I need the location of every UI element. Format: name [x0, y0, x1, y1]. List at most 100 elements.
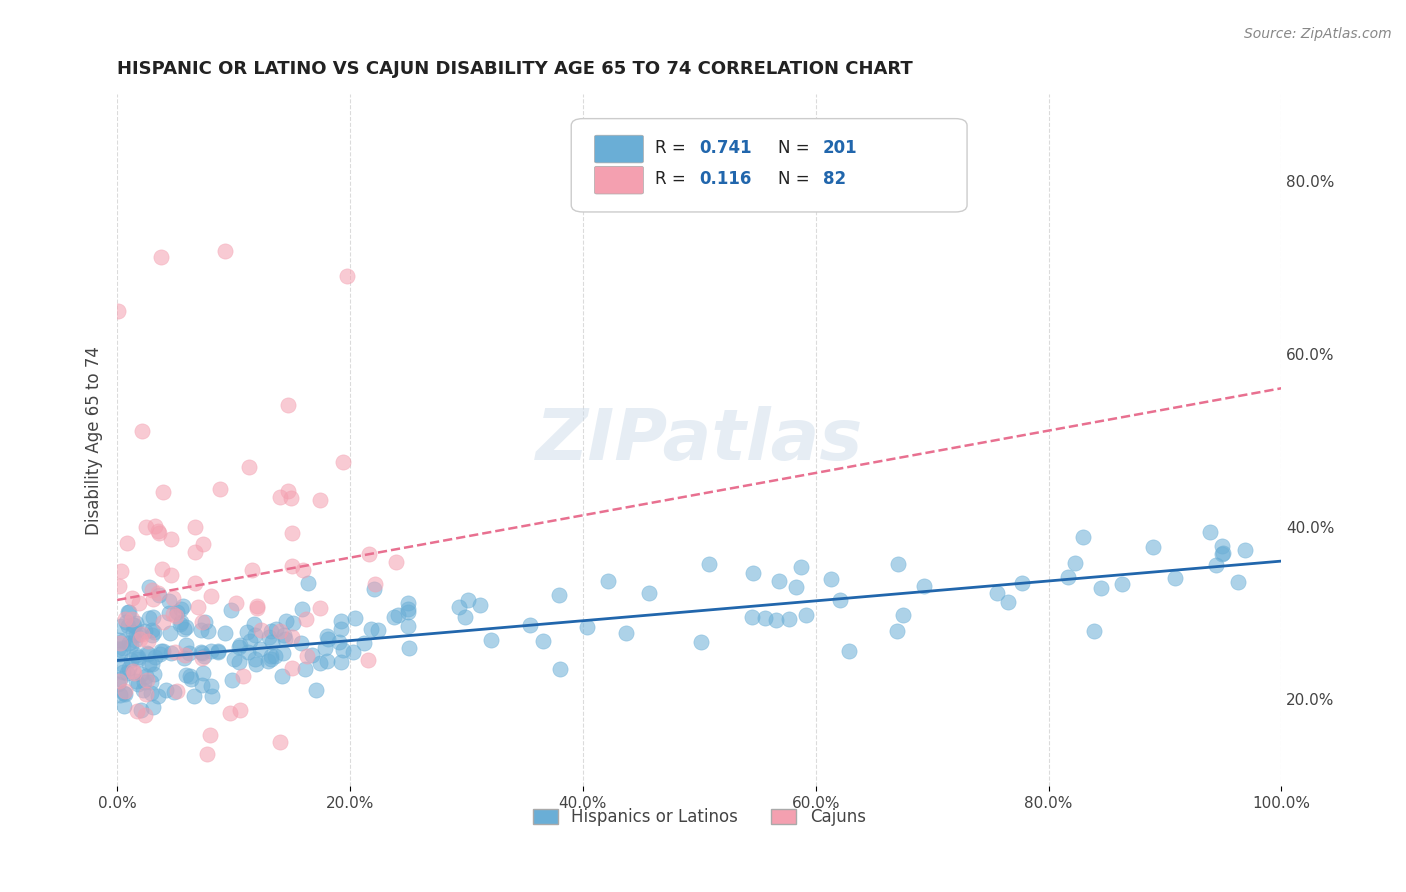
Point: [228, 655, 250, 669]
Point: [108, 688, 131, 702]
Point: [174, 648, 197, 662]
Point: [149, 644, 172, 658]
Point: [152, 484, 174, 499]
Point: [281, 630, 304, 644]
Point: [191, 678, 214, 692]
Point: [135, 669, 157, 683]
Point: [1073, 530, 1095, 544]
Point: [598, 574, 620, 588]
Point: [353, 636, 375, 650]
Point: [132, 682, 155, 697]
Point: [269, 624, 291, 638]
Point: [135, 673, 157, 687]
Point: [131, 627, 153, 641]
Point: [295, 649, 318, 664]
Point: [122, 617, 145, 632]
Point: [1142, 540, 1164, 554]
Point: [155, 682, 177, 697]
Point: [779, 612, 801, 626]
Point: [741, 610, 763, 624]
Point: [170, 602, 193, 616]
Point: [107, 676, 129, 690]
Point: [828, 593, 851, 607]
Point: [257, 655, 280, 669]
Text: R =: R =: [655, 139, 692, 157]
Point: [240, 563, 263, 577]
Point: [180, 672, 202, 686]
Point: [1083, 624, 1105, 639]
Point: [108, 673, 131, 688]
Point: [222, 652, 245, 666]
Point: [260, 649, 283, 664]
Point: [193, 649, 215, 664]
Point: [121, 612, 143, 626]
Point: [887, 557, 910, 571]
Point: [790, 560, 813, 574]
Point: [765, 613, 787, 627]
Point: [280, 491, 302, 506]
Point: [912, 579, 935, 593]
Point: [262, 635, 284, 649]
Point: [243, 617, 266, 632]
Text: ZIPatlas: ZIPatlas: [536, 406, 863, 475]
Point: [120, 638, 142, 652]
Point: [754, 610, 776, 624]
Point: [838, 644, 860, 658]
Point: [148, 689, 170, 703]
Point: [141, 624, 163, 638]
Point: [768, 574, 790, 589]
Point: [316, 629, 339, 643]
Point: [142, 610, 165, 624]
Point: [1011, 576, 1033, 591]
Point: [1063, 556, 1085, 570]
Point: [127, 676, 149, 690]
Point: [115, 536, 138, 550]
Point: [169, 616, 191, 631]
Point: [162, 607, 184, 621]
Point: [136, 647, 159, 661]
Point: [141, 582, 163, 597]
Point: [191, 615, 214, 630]
Point: [249, 642, 271, 657]
Point: [194, 615, 217, 629]
Point: [398, 641, 420, 656]
Point: [115, 665, 138, 680]
Point: [110, 618, 132, 632]
Point: [259, 624, 281, 638]
Point: [330, 615, 353, 629]
Point: [328, 635, 350, 649]
FancyBboxPatch shape: [595, 136, 644, 163]
Point: [785, 581, 807, 595]
Point: [638, 586, 661, 600]
Point: [297, 576, 319, 591]
Point: [214, 244, 236, 258]
Point: [309, 493, 332, 508]
Point: [120, 653, 142, 667]
Point: [225, 596, 247, 610]
Point: [468, 598, 491, 612]
Point: [457, 593, 479, 607]
Point: [163, 685, 186, 699]
Point: [232, 669, 254, 683]
Point: [166, 605, 188, 619]
Point: [132, 675, 155, 690]
Point: [191, 537, 214, 551]
Point: [166, 684, 188, 698]
Point: [149, 648, 172, 662]
Point: [128, 632, 150, 646]
Point: [108, 672, 131, 686]
Point: [290, 636, 312, 650]
Text: N =: N =: [779, 139, 815, 157]
Point: [127, 649, 149, 664]
Point: [243, 627, 266, 641]
Point: [184, 545, 207, 559]
Point: [114, 687, 136, 701]
Point: [173, 623, 195, 637]
Point: [200, 644, 222, 658]
Point: [142, 624, 165, 639]
Point: [387, 607, 409, 622]
Point: [143, 519, 166, 533]
Point: [165, 609, 187, 624]
Point: [110, 657, 132, 671]
Point: [190, 645, 212, 659]
